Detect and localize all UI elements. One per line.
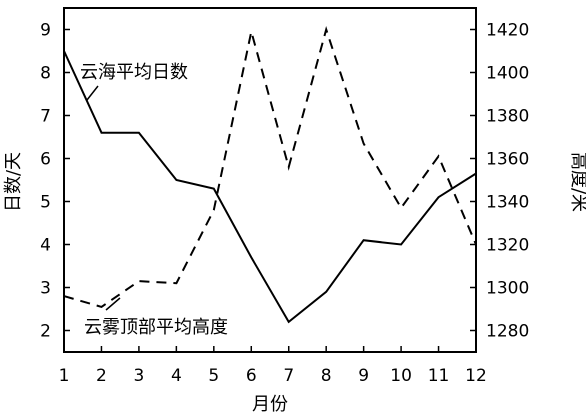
right-axis-title: 高度/米 [568,152,586,212]
left-tick-label: 8 [40,64,51,84]
right-tick-label: 1340 [486,193,529,213]
series-layer [63,26,477,324]
series-label-leader-cloud-sea-days [86,85,99,101]
x-tick-label: 9 [358,366,369,386]
right-tick-label: 1360 [486,150,529,170]
x-tick-label: 8 [321,366,332,386]
right-tick-label: 1380 [486,107,529,127]
right-tick-label: 1400 [486,64,529,84]
left-tick-label: 7 [40,107,51,127]
left-tick-label: 2 [40,322,51,342]
left-tick-label: 9 [40,21,51,41]
plot-frame [63,7,477,353]
right-tick-label: 1420 [486,21,529,41]
x-axis-title: 月份 [252,394,288,415]
right-tick-label: 1320 [486,236,529,256]
x-tick-label: 4 [171,366,182,386]
series-label-leader-cloud-top-height [105,297,121,311]
series-line-cloud-sea-days [63,50,477,324]
x-tick-label: 3 [133,366,144,386]
x-tick-label: 12 [465,366,487,386]
x-tick-label: 5 [208,366,219,386]
left-axis-ticks: 2 3 4 5 6 7 8 9 [40,21,70,342]
right-tick-label: 1280 [486,322,529,342]
x-tick-label: 11 [428,366,450,386]
x-axis-ticks: 1 2 3 4 5 6 7 8 9 10 11 12 [59,346,487,386]
x-tick-label: 10 [390,366,412,386]
left-axis-title: 日数/天 [3,152,24,212]
left-tick-label: 6 [40,150,51,170]
left-tick-label: 5 [40,193,51,213]
left-tick-label: 3 [40,279,51,299]
x-tick-label: 2 [96,366,107,386]
series-label-cloud-top-height: 云雾顶部平均高度 [84,317,228,338]
left-tick-label: 4 [40,236,51,256]
x-tick-label: 7 [283,366,294,386]
series-line-cloud-top-height [63,26,477,308]
right-axis-ticks: 1280 1300 1320 1340 1360 1380 1400 1420 [470,21,529,342]
x-tick-label: 6 [246,366,257,386]
series-label-cloud-sea-days: 云海平均日数 [80,62,188,83]
right-tick-label: 1300 [486,279,529,299]
x-tick-label: 1 [59,366,70,386]
